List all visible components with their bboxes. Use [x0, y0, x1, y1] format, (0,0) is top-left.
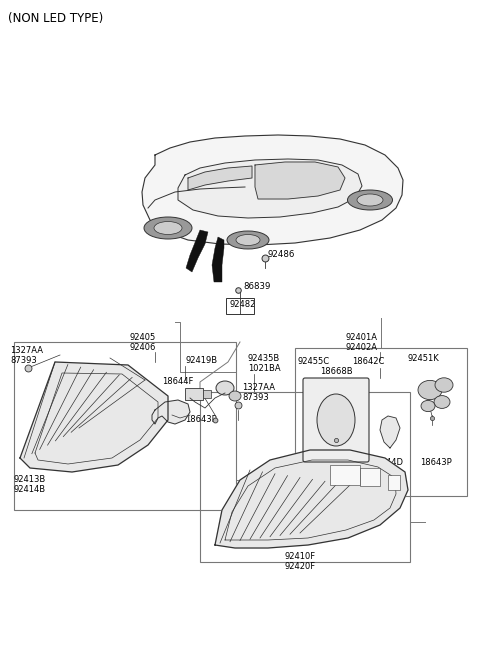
Text: 92413B: 92413B — [14, 475, 46, 484]
Ellipse shape — [317, 394, 355, 446]
Text: 92486: 92486 — [268, 250, 295, 259]
Polygon shape — [178, 159, 362, 218]
FancyBboxPatch shape — [388, 475, 400, 490]
Ellipse shape — [227, 231, 269, 249]
FancyBboxPatch shape — [303, 378, 369, 462]
Polygon shape — [212, 237, 224, 282]
Text: 92402A: 92402A — [345, 343, 377, 352]
Text: 1021BA: 1021BA — [248, 364, 281, 373]
Text: 92406: 92406 — [130, 343, 156, 352]
Text: 92435B: 92435B — [248, 354, 280, 363]
Text: 18643P: 18643P — [185, 415, 217, 424]
Text: 92482: 92482 — [230, 300, 256, 309]
Text: 92410F: 92410F — [285, 552, 315, 561]
Polygon shape — [188, 166, 252, 190]
FancyBboxPatch shape — [203, 390, 211, 398]
Text: 86839: 86839 — [243, 282, 270, 291]
Ellipse shape — [348, 190, 393, 210]
Polygon shape — [152, 400, 190, 424]
Ellipse shape — [229, 391, 241, 401]
Text: 92419B: 92419B — [185, 356, 217, 365]
FancyBboxPatch shape — [185, 388, 203, 400]
Ellipse shape — [154, 222, 182, 234]
FancyBboxPatch shape — [360, 468, 380, 486]
Text: 92405: 92405 — [130, 333, 156, 342]
Text: 18643P: 18643P — [420, 458, 452, 467]
Text: 92475: 92475 — [108, 393, 134, 402]
Ellipse shape — [357, 194, 383, 206]
Ellipse shape — [144, 217, 192, 239]
Ellipse shape — [421, 400, 435, 411]
Text: (NON LED TYPE): (NON LED TYPE) — [8, 12, 103, 25]
Polygon shape — [215, 450, 408, 548]
Text: 18644D: 18644D — [370, 458, 403, 467]
FancyBboxPatch shape — [330, 465, 360, 485]
Ellipse shape — [216, 381, 234, 395]
Ellipse shape — [236, 234, 260, 245]
Text: 1327AA: 1327AA — [10, 346, 43, 355]
Text: 92414B: 92414B — [14, 485, 46, 494]
Ellipse shape — [435, 378, 453, 392]
Text: 18642C: 18642C — [352, 357, 384, 366]
Text: 87393: 87393 — [10, 356, 37, 365]
Polygon shape — [380, 416, 400, 448]
Polygon shape — [255, 162, 345, 199]
Text: 87393: 87393 — [242, 393, 269, 402]
Polygon shape — [186, 230, 208, 272]
Polygon shape — [20, 362, 168, 472]
Text: 92451K: 92451K — [408, 354, 440, 363]
Text: 92401A: 92401A — [345, 333, 377, 342]
Ellipse shape — [418, 380, 442, 400]
Text: 18644F: 18644F — [162, 377, 193, 386]
Text: 92420F: 92420F — [285, 562, 315, 571]
Text: 18668B: 18668B — [320, 367, 353, 376]
Text: 1327AA: 1327AA — [242, 383, 275, 392]
Text: 92455C: 92455C — [298, 357, 330, 366]
Polygon shape — [142, 135, 403, 245]
Ellipse shape — [434, 396, 450, 409]
